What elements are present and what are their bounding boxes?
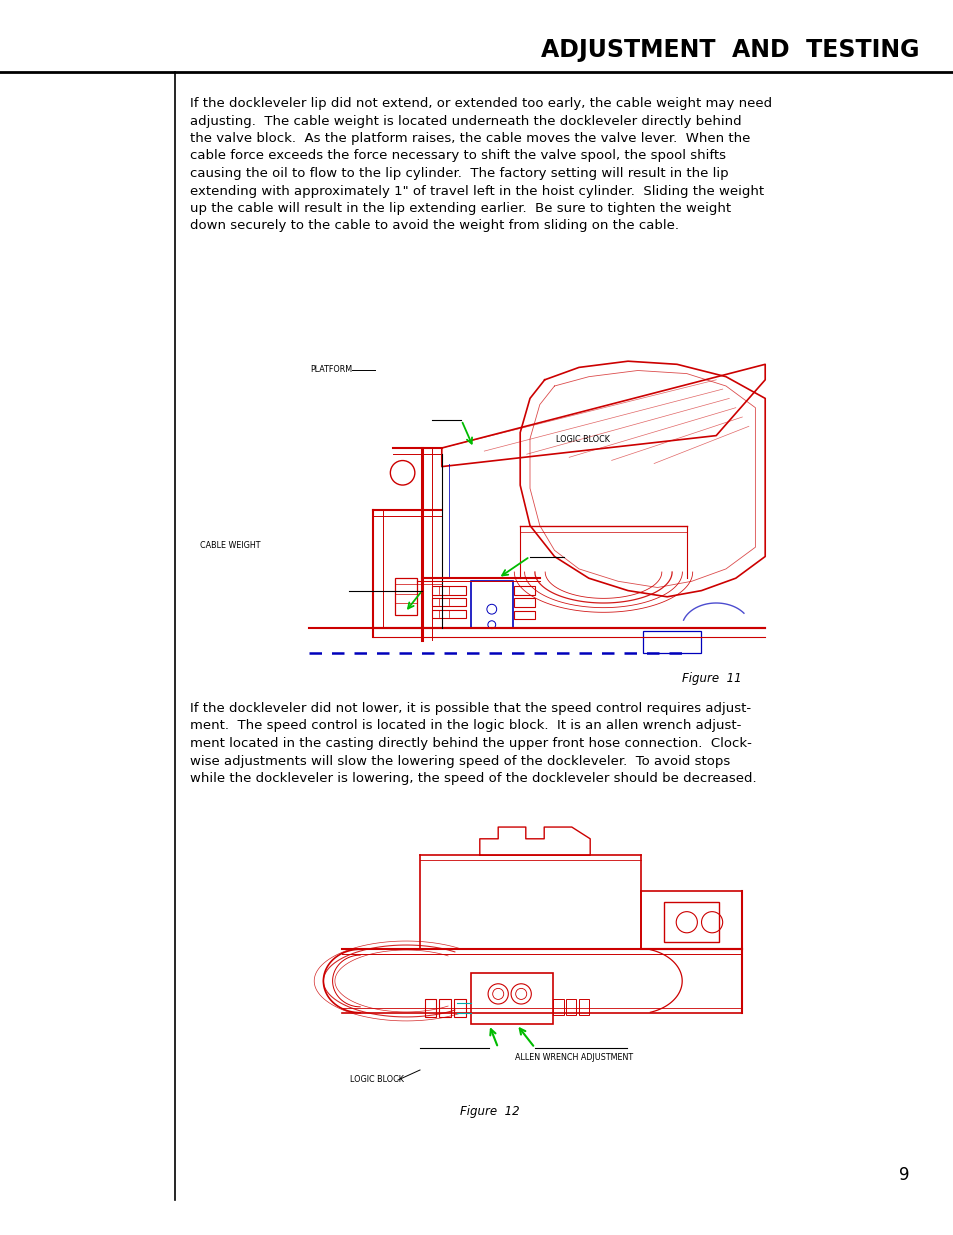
Text: LOGIC BLOCK: LOGIC BLOCK — [556, 436, 609, 445]
Bar — [471, 582, 513, 627]
Text: up the cable will result in the lip extending earlier.  Be sure to tighten the w: up the cable will result in the lip exte… — [190, 203, 730, 215]
Text: ALLEN WRENCH ADJUSTMENT: ALLEN WRENCH ADJUSTMENT — [515, 1053, 633, 1062]
Bar — [439, 999, 451, 1018]
Bar — [424, 999, 436, 1018]
Text: LOGIC BLOCK: LOGIC BLOCK — [350, 1076, 403, 1084]
Text: ADJUSTMENT  AND  TESTING: ADJUSTMENT AND TESTING — [541, 38, 919, 62]
Bar — [395, 578, 416, 615]
Text: Figure  12: Figure 12 — [459, 1105, 519, 1118]
Text: extending with approximately 1" of travel left in the hoist cylinder.  Sliding t: extending with approximately 1" of trave… — [190, 184, 763, 198]
Text: CABLE WEIGHT: CABLE WEIGHT — [200, 541, 260, 550]
Bar — [566, 999, 576, 1015]
Text: ment located in the casting directly behind the upper front hose connection.  Cl: ment located in the casting directly beh… — [190, 737, 751, 750]
Bar — [514, 611, 535, 620]
Bar — [553, 999, 563, 1015]
Text: ment.  The speed control is located in the logic block.  It is an allen wrench a: ment. The speed control is located in th… — [190, 720, 740, 732]
Text: while the dockleveler is lowering, the speed of the dockleveler should be decrea: while the dockleveler is lowering, the s… — [190, 772, 756, 785]
Text: adjusting.  The cable weight is located underneath the dockleveler directly behi: adjusting. The cable weight is located u… — [190, 115, 740, 127]
Bar — [432, 598, 466, 606]
Bar — [432, 610, 466, 619]
Text: causing the oil to flow to the lip cylinder.  The factory setting will result in: causing the oil to flow to the lip cylin… — [190, 167, 728, 180]
Text: wise adjustments will slow the lowering speed of the dockleveler.  To avoid stop: wise adjustments will slow the lowering … — [190, 755, 729, 767]
Text: the valve block.  As the platform raises, the cable moves the valve lever.  When: the valve block. As the platform raises,… — [190, 132, 750, 144]
Bar — [578, 999, 589, 1015]
Bar — [642, 631, 700, 652]
Bar — [514, 585, 535, 594]
Text: cable force exceeds the force necessary to shift the valve spool, the spool shif: cable force exceeds the force necessary … — [190, 149, 725, 163]
Text: Figure  11: Figure 11 — [681, 672, 740, 685]
Bar — [470, 973, 553, 1025]
Bar — [514, 598, 535, 608]
Text: PLATFORM: PLATFORM — [310, 366, 352, 374]
Text: If the dockleveler lip did not extend, or extended too early, the cable weight m: If the dockleveler lip did not extend, o… — [190, 98, 771, 110]
Bar — [454, 999, 465, 1018]
Text: down securely to the cable to avoid the weight from sliding on the cable.: down securely to the cable to avoid the … — [190, 220, 679, 232]
Bar — [663, 903, 719, 942]
Bar — [432, 585, 466, 594]
Text: If the dockleveler did not lower, it is possible that the speed control requires: If the dockleveler did not lower, it is … — [190, 701, 750, 715]
Text: 9: 9 — [899, 1166, 909, 1184]
